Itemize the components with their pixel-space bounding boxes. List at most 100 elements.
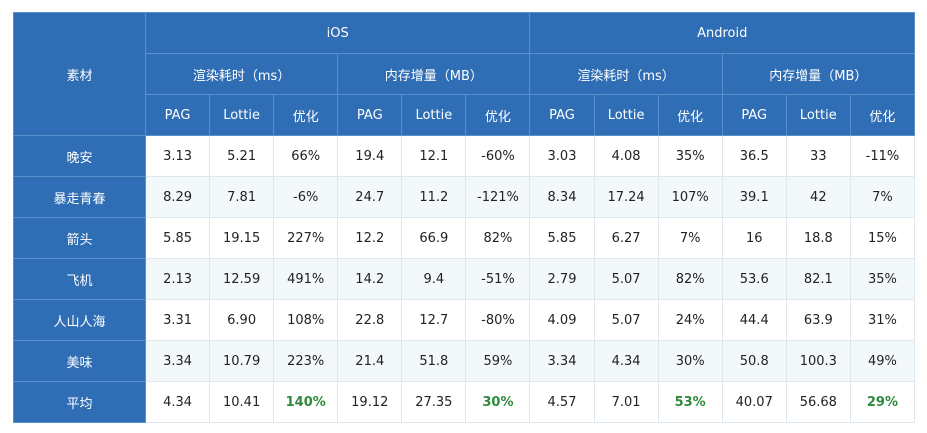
cell: 12.1	[401, 135, 467, 177]
cell: 19.4	[337, 135, 403, 177]
cell: 7.81	[209, 176, 275, 218]
cell: 33	[785, 135, 851, 177]
cell: 53.6	[721, 258, 787, 300]
cell: 12.59	[209, 258, 275, 300]
cell: 8.29	[144, 176, 211, 218]
data-row: 暴走青春 8.29 7.81 -6% 24.7 11.2 -121% 8.34 17.24 107…	[13, 176, 916, 218]
cell: 56.68	[785, 381, 851, 423]
cell: 7%	[849, 176, 916, 218]
cell: 107%	[657, 176, 723, 218]
cell: 5.07	[593, 299, 659, 341]
cell: 3.31	[144, 299, 211, 341]
benchmark-table: 素材 iOS Android 渲染耗时（ms） 内存增量（MB） 渲染耗时（ms） 内存增量…	[13, 12, 916, 423]
metric-header: 渲染耗时（ms）	[144, 53, 339, 95]
cell: 2.13	[144, 258, 211, 300]
row-label: 晚安	[13, 135, 146, 177]
platform-header: iOS	[144, 12, 531, 54]
cell: 63.9	[785, 299, 851, 341]
data-row: 美味 3.34 10.79 223% 21.4 51.8 59% 3.34 4.34 30% 50.…	[13, 340, 916, 382]
column-header: Lottie	[593, 94, 659, 136]
column-header: Lottie	[209, 94, 275, 136]
cell: 140%	[273, 381, 339, 423]
cell: 19.12	[337, 381, 403, 423]
cell: 8.34	[529, 176, 595, 218]
data-row: 晚安 3.13 5.21 66% 19.4 12.1 -60% 3.03 4.08 35% 36.5…	[13, 135, 916, 177]
cell: 108%	[273, 299, 339, 341]
cell: 15%	[849, 217, 916, 259]
cell: 7.01	[593, 381, 659, 423]
header-row: 素材 iOS Android	[13, 12, 915, 136]
table-body: 晚安 3.13 5.21 66% 19.4 12.1 -60% 3.03 4.08 35% 36.5…	[13, 135, 916, 423]
cell: 82%	[465, 217, 531, 259]
platform-header: Android	[529, 12, 915, 54]
row-label: 暴走青春	[13, 176, 146, 218]
cell: 100.3	[785, 340, 851, 382]
cell: 30%	[465, 381, 531, 423]
cell: 12.2	[337, 217, 403, 259]
table-header: 素材 iOS Android 渲染耗时（ms） 内存增量（MB） 渲染耗时（ms） 内存增量…	[13, 12, 916, 136]
column-header: PAG	[337, 94, 403, 136]
cell: 82.1	[785, 258, 851, 300]
row-label: 美味	[13, 340, 146, 382]
data-row: 箭头 5.85 19.15 227% 12.2 66.9 82% 5.85 6.27 7% 16 18…	[13, 217, 916, 259]
cell: 22.8	[337, 299, 403, 341]
cell: 19.15	[209, 217, 275, 259]
cell: 3.13	[144, 135, 211, 177]
cell: 227%	[273, 217, 339, 259]
cell: 59%	[465, 340, 531, 382]
cell: 66.9	[401, 217, 467, 259]
cell: 82%	[657, 258, 723, 300]
cell: 66%	[273, 135, 339, 177]
cell: 27.35	[401, 381, 467, 423]
cell: 4.09	[529, 299, 595, 341]
column-header: 优化	[273, 94, 339, 136]
cell: 42	[785, 176, 851, 218]
cell: 50.8	[721, 340, 787, 382]
cell: 3.03	[529, 135, 595, 177]
cell: 11.2	[401, 176, 467, 218]
cell: -80%	[465, 299, 531, 341]
cell: 24%	[657, 299, 723, 341]
cell: 14.2	[337, 258, 403, 300]
cell: 18.8	[785, 217, 851, 259]
cell: 30%	[657, 340, 723, 382]
cell: 7%	[657, 217, 723, 259]
column-header: 优化	[849, 94, 916, 136]
cell: 10.79	[209, 340, 275, 382]
cell: 31%	[849, 299, 916, 341]
metric-header: 内存增量（MB）	[721, 53, 916, 95]
cell: 4.57	[529, 381, 595, 423]
corner-cell: 素材	[13, 12, 146, 136]
cell: 16	[721, 217, 787, 259]
cell: 4.34	[144, 381, 211, 423]
cell: 35%	[657, 135, 723, 177]
metric-header: 内存增量（MB）	[337, 53, 531, 95]
cell: 4.34	[593, 340, 659, 382]
cell: -51%	[465, 258, 531, 300]
cell: 51.8	[401, 340, 467, 382]
column-header: 优化	[465, 94, 531, 136]
cell: 223%	[273, 340, 339, 382]
column-header: PAG	[721, 94, 787, 136]
row-label: 飞机	[13, 258, 146, 300]
cell: 3.34	[529, 340, 595, 382]
cell: 44.4	[721, 299, 787, 341]
column-header: 优化	[657, 94, 723, 136]
cell: 491%	[273, 258, 339, 300]
cell: 12.7	[401, 299, 467, 341]
metric-header: 渲染耗时（ms）	[529, 53, 723, 95]
cell: 35%	[849, 258, 916, 300]
row-label: 箭头	[13, 217, 146, 259]
cell: 49%	[849, 340, 916, 382]
cell: 6.90	[209, 299, 275, 341]
cell: -121%	[465, 176, 531, 218]
cell: 5.21	[209, 135, 275, 177]
cell: 9.4	[401, 258, 467, 300]
cell: 40.07	[721, 381, 787, 423]
cell: 39.1	[721, 176, 787, 218]
row-label: 平均	[13, 381, 146, 423]
column-header: Lottie	[401, 94, 467, 136]
cell: 5.07	[593, 258, 659, 300]
cell: -11%	[849, 135, 916, 177]
